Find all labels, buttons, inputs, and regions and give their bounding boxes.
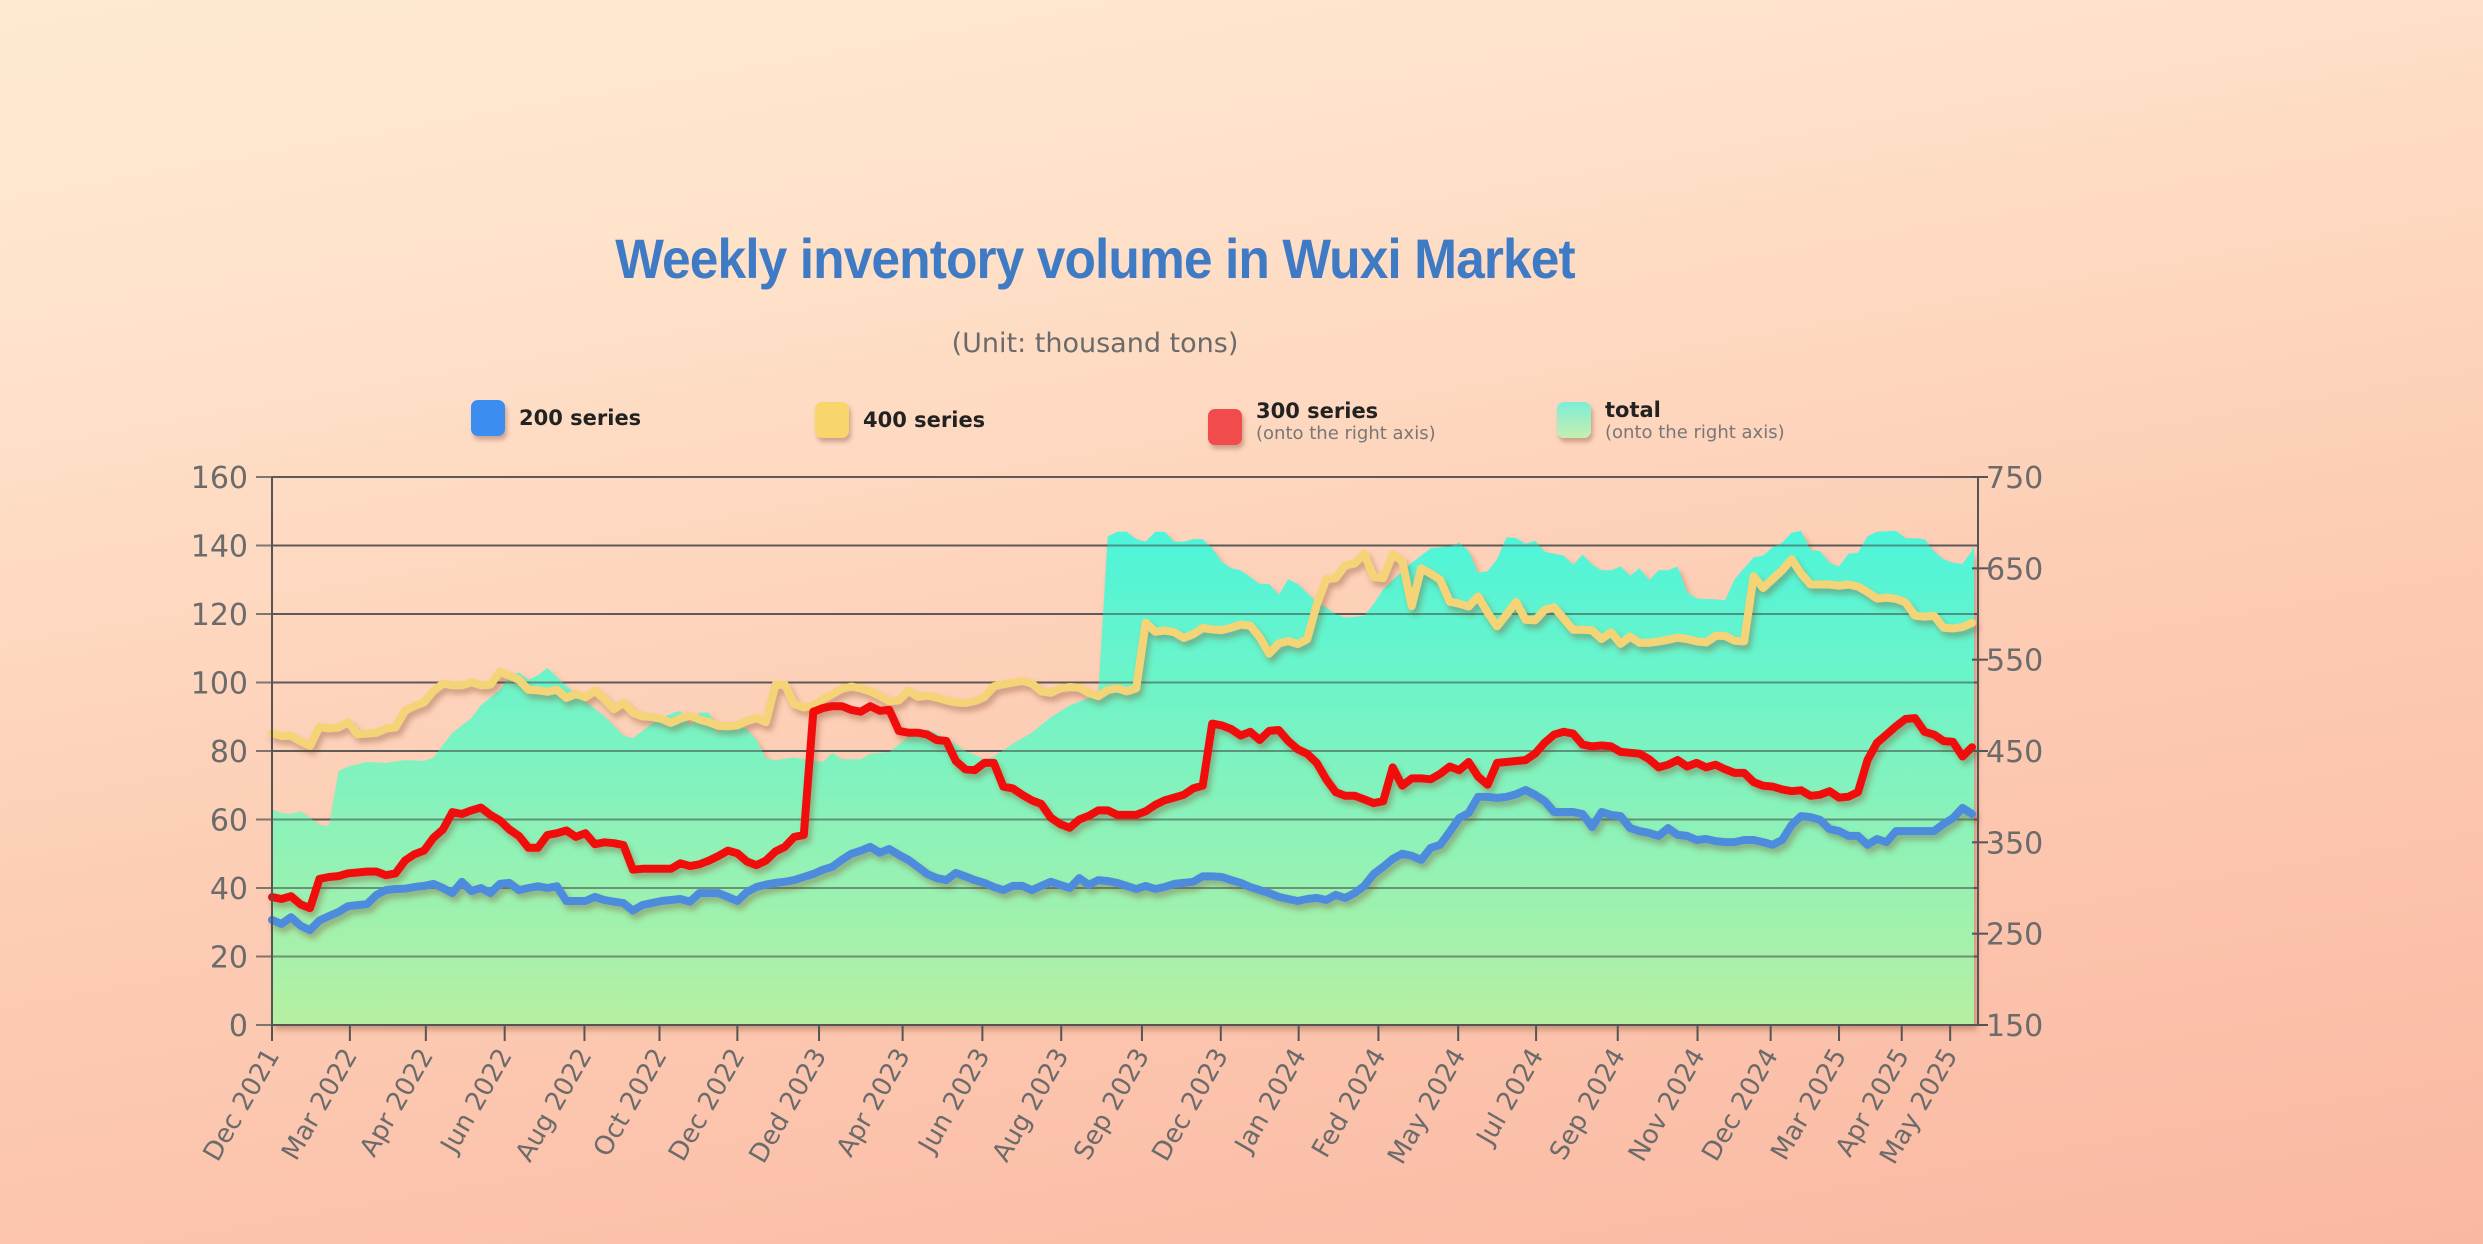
y-tick-right: 350 [1986,826,2043,861]
chart-subtitle: (Unit: thousand tons) [951,328,1239,359]
x-tick-label: Apr 2022 [354,1044,440,1162]
x-tick-label: Dec 2021 [198,1044,286,1167]
legend-item-400-series[interactable]: 400 series [815,402,985,438]
legend-label: total [1605,398,1661,422]
legend-note: (onto the right axis) [1605,422,1785,443]
legend-item-total[interactable]: total (onto the right axis) [1557,398,1785,444]
area-layer [272,476,1978,1026]
y-tick-right: 150 [1986,1009,2043,1044]
legend-item-200-series[interactable]: 200 series [471,400,641,436]
y-tick-left: 20 [210,941,248,976]
y-tick-right: 650 [1986,552,2043,587]
series-area-total [272,530,1974,1025]
y-tick-left: 0 [229,1009,248,1044]
y-tick-right: 750 [1986,461,2043,496]
legend-item-300-series[interactable]: 300 series (onto the right axis) [1208,399,1436,445]
series-line-200-series [268,786,1976,935]
y-tick-right: 550 [1986,644,2043,679]
y-tick-left: 140 [191,530,248,565]
legend-label: 400 series [863,408,986,432]
y-tick-left: 160 [191,461,248,496]
x-tick-label: Mar 2022 [276,1044,364,1166]
x-tick-label: Jan 2024 [1228,1044,1312,1160]
x-tick-label: May 2024 [1382,1044,1472,1170]
x-tick-label: Dec 2022 [663,1044,751,1167]
x-tick-label: Jul 2024 [1470,1044,1550,1152]
legend-label: 200 series [519,406,642,430]
line-layer [268,549,1976,935]
x-tick-label: Jun 2022 [434,1044,519,1160]
y-tick-left: 120 [191,598,248,633]
legend-swatch-300-series [1208,409,1242,445]
x-tick-label: Sep 2024 [1544,1044,1632,1166]
x-tick-label: Apr 2023 [831,1044,917,1162]
y-tick-left: 100 [191,667,248,702]
legend-note: (onto the right axis) [1256,423,1436,444]
y-tick-right: 450 [1986,735,2043,770]
legend-label: 300 series [1256,399,1379,423]
x-tick-label: Oct 2022 [588,1044,674,1162]
y-tick-right: 250 [1986,918,2043,953]
series-line-300-series [268,702,1976,913]
series-line-400-series [268,549,1976,750]
y-tick-left: 60 [210,804,248,839]
x-tick-label: Fed 2024 [1306,1044,1392,1163]
y-tick-left: 40 [210,872,248,907]
x-tick-label: Dec 2023 [1146,1044,1234,1167]
x-tick-label: Aug 2023 [987,1044,1076,1167]
x-tick-label: Aug 2022 [510,1044,599,1167]
x-tick-label: Sep 2023 [1068,1044,1156,1166]
legend-swatch-400-series [815,402,849,438]
legend-swatch-total [1557,402,1591,438]
legend-swatch-200-series [471,400,505,436]
y-tick-left: 80 [210,735,248,770]
x-tick-label: Ded 2023 [744,1044,833,1169]
x-tick-label: Jun 2023 [912,1044,997,1160]
chart-title: Weekly inventory volume in Wuxi Market [615,227,1575,290]
